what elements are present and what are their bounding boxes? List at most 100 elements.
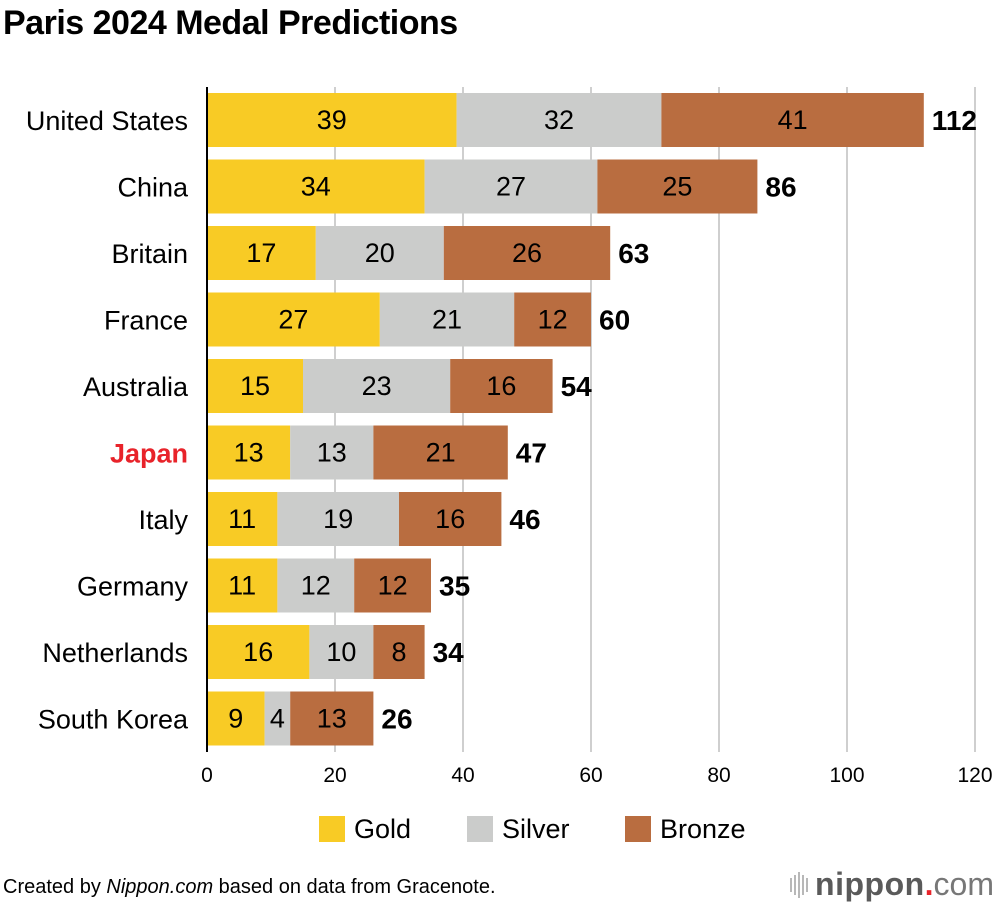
category-label: Britain xyxy=(111,239,188,269)
logo-bars-icon xyxy=(790,871,809,898)
category-label: Netherlands xyxy=(42,638,188,668)
total-label: 60 xyxy=(599,305,630,336)
bar-gold xyxy=(207,226,316,280)
bar-gold xyxy=(207,425,291,480)
data-label: 27 xyxy=(278,305,308,335)
x-tick-label: 40 xyxy=(451,764,474,787)
bar-silver xyxy=(456,93,662,147)
data-label: 23 xyxy=(362,371,392,401)
logo-tld: com xyxy=(933,866,994,902)
bar-gold xyxy=(207,625,310,679)
data-label: 4 xyxy=(270,704,285,734)
bar-bronze xyxy=(514,292,591,347)
bar-silver xyxy=(277,492,399,546)
data-label: 12 xyxy=(538,305,568,335)
bar-bronze xyxy=(443,226,611,280)
x-tick-label: 0 xyxy=(201,764,213,787)
bar-bronze xyxy=(661,93,924,147)
data-label: 25 xyxy=(662,172,692,202)
total-label: 47 xyxy=(516,438,547,469)
total-label: 46 xyxy=(509,504,540,535)
category-label: Italy xyxy=(138,505,188,535)
data-label: 13 xyxy=(317,704,347,734)
data-label: 12 xyxy=(378,571,408,601)
data-label: 39 xyxy=(317,105,347,135)
data-label: 10 xyxy=(326,637,356,667)
data-label: 20 xyxy=(365,238,395,268)
data-label: 32 xyxy=(544,105,574,135)
data-label: 26 xyxy=(512,238,542,268)
total-label: 26 xyxy=(381,704,412,735)
credit-prefix: Created by xyxy=(3,876,107,898)
data-label: 11 xyxy=(228,504,256,534)
category-label: Japan xyxy=(110,439,188,469)
category-label: South Korea xyxy=(38,705,189,735)
data-label: 34 xyxy=(301,172,331,202)
total-label: 112 xyxy=(932,105,977,136)
bar-silver xyxy=(303,359,451,413)
category-label: Australia xyxy=(83,372,189,402)
legend-swatch-bronze xyxy=(625,816,651,842)
x-tick-label: 100 xyxy=(829,764,864,787)
x-tick-label: 120 xyxy=(957,764,992,787)
bar-gold xyxy=(207,159,425,214)
bar-gold xyxy=(207,558,278,613)
bar-bronze xyxy=(373,625,425,679)
data-label: 21 xyxy=(426,438,456,468)
legend-swatch-silver xyxy=(467,816,493,842)
x-tick-label: 20 xyxy=(323,764,346,787)
legend-label-bronze: Bronze xyxy=(660,814,746,844)
data-label: 16 xyxy=(435,504,465,534)
bar-silver xyxy=(277,558,355,613)
bar-silver xyxy=(290,425,374,480)
total-label: 35 xyxy=(439,571,470,602)
bar-silver xyxy=(315,226,444,280)
nippon-logo: nippon. com xyxy=(790,866,994,903)
category-label: United States xyxy=(26,106,188,136)
chart-title: Paris 2024 Medal Predictions xyxy=(3,4,458,42)
data-label: 17 xyxy=(246,238,276,268)
legend-label-silver: Silver xyxy=(502,814,570,844)
data-label: 15 xyxy=(240,371,270,401)
source-credit: Created by Nippon.com based on data from… xyxy=(3,876,496,899)
bar-bronze xyxy=(597,159,758,214)
bar-bronze xyxy=(373,425,508,480)
legend: Gold Silver Bronze xyxy=(319,814,746,844)
bar-silver xyxy=(379,292,515,347)
data-label: 16 xyxy=(243,637,273,667)
data-label: 13 xyxy=(234,438,264,468)
data-label: 13 xyxy=(317,438,347,468)
bar-bronze xyxy=(399,492,502,546)
data-label: 21 xyxy=(432,305,462,335)
logo-dot: . xyxy=(924,866,934,902)
bar-gold xyxy=(207,492,278,546)
axes: 0 20 40 60 80 100 120 United States China Britain… xyxy=(26,87,993,787)
data-label: 8 xyxy=(391,637,406,667)
legend-swatch-gold xyxy=(319,816,345,842)
total-label: 34 xyxy=(433,637,465,668)
data-label: 16 xyxy=(486,371,516,401)
bar-bronze xyxy=(450,359,553,413)
category-label: China xyxy=(117,173,189,203)
bar-silver xyxy=(309,625,374,679)
total-label: 86 xyxy=(765,172,796,203)
bar-bronze xyxy=(354,558,431,613)
bar-bronze xyxy=(290,691,374,746)
bar-silver xyxy=(264,691,291,746)
data-label: 12 xyxy=(301,571,331,601)
bar-silver xyxy=(424,159,598,214)
bar-gold xyxy=(207,691,265,746)
bar-gold xyxy=(207,292,380,347)
bar-gold xyxy=(207,359,303,413)
data-label: 9 xyxy=(228,704,243,734)
x-tick-label: 80 xyxy=(707,764,730,787)
bars xyxy=(207,93,924,746)
category-label: France xyxy=(104,306,188,336)
legend-label-gold: Gold xyxy=(354,814,411,844)
total-label: 63 xyxy=(618,238,649,269)
logo-name: nippon xyxy=(815,866,925,902)
credit-source: Nippon.com xyxy=(106,876,214,898)
data-label: 19 xyxy=(323,504,353,534)
